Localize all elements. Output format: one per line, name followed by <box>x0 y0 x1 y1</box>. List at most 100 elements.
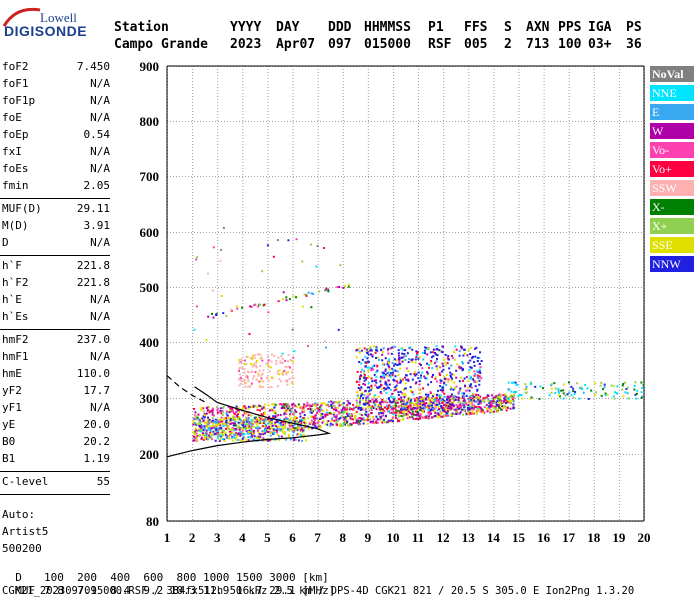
grid-dot <box>267 447 269 448</box>
grid-dot <box>493 81 495 82</box>
grid-dot <box>593 456 595 457</box>
grid-dot <box>367 345 369 346</box>
grid-dot <box>443 306 445 307</box>
grid-dot <box>392 378 394 379</box>
grid-dot <box>593 270 595 271</box>
grid-dot <box>618 213 620 214</box>
grid-dot <box>493 102 495 103</box>
grid-dot <box>493 501 495 502</box>
grid-dot <box>581 454 582 455</box>
grid-dot <box>593 369 595 370</box>
grid-dot <box>317 183 319 184</box>
grid-dot <box>267 198 269 199</box>
grid-dot <box>192 282 194 283</box>
grid-dot <box>287 232 288 233</box>
grid-dot <box>217 519 219 520</box>
grid-dot <box>374 398 375 399</box>
grid-dot <box>443 396 445 397</box>
grid-dot <box>389 454 390 455</box>
grid-dot <box>179 454 180 455</box>
grid-dot <box>443 447 445 448</box>
grid-dot <box>308 176 309 177</box>
grid-dot <box>267 402 269 403</box>
grid-dot <box>267 273 269 274</box>
grid-dot <box>292 492 294 493</box>
grid-dot <box>267 504 269 505</box>
grid-dot <box>493 114 495 115</box>
grid-dot <box>401 398 402 399</box>
grid-dot <box>418 171 420 172</box>
grid-dot <box>518 447 520 448</box>
data-point <box>269 423 272 426</box>
grid-dot <box>342 207 344 208</box>
grid-dot <box>217 123 219 124</box>
grid-dot <box>242 516 244 517</box>
grid-dot <box>367 84 369 85</box>
grid-dot <box>173 398 174 399</box>
grid-dot <box>367 435 369 436</box>
grid-dot <box>428 176 429 177</box>
grid-dot <box>292 405 294 406</box>
grid-dot <box>267 297 269 298</box>
grid-dot <box>224 176 225 177</box>
grid-dot <box>293 232 294 233</box>
grid-dot <box>506 232 507 233</box>
grid-dot <box>443 192 445 193</box>
grid-dot <box>568 351 570 352</box>
grid-dot <box>367 321 369 322</box>
grid-dot <box>446 454 447 455</box>
grid-dot <box>545 121 546 122</box>
grid-dot <box>317 138 319 139</box>
grid-dot <box>350 176 351 177</box>
grid-dot <box>584 454 585 455</box>
grid-dot <box>518 231 520 232</box>
grid-dot <box>311 176 312 177</box>
grid-dot <box>449 454 450 455</box>
grid-dot <box>341 342 342 343</box>
grid-dot <box>317 162 319 163</box>
grid-dot <box>367 219 369 220</box>
grid-dot <box>518 114 520 115</box>
grid-dot <box>418 456 420 457</box>
grid-dot <box>192 234 194 235</box>
grid-dot <box>593 240 595 241</box>
grid-dot <box>443 207 445 208</box>
grid-dot <box>416 287 417 288</box>
grid-dot <box>342 237 344 238</box>
grid-dot <box>314 454 315 455</box>
grid-dot <box>629 176 630 177</box>
grid-dot <box>217 375 219 376</box>
grid-dot <box>242 315 244 316</box>
grid-dot <box>242 90 244 91</box>
grid-dot <box>392 342 394 343</box>
grid-dot <box>267 309 269 310</box>
data-point <box>279 423 282 426</box>
grid-dot <box>443 195 445 196</box>
grid-dot <box>593 489 595 490</box>
grid-dot <box>543 414 545 415</box>
grid-dot <box>192 150 194 151</box>
grid-dot <box>267 117 269 118</box>
grid-dot <box>395 287 396 288</box>
grid-dot <box>292 315 294 316</box>
grid-dot <box>342 291 344 292</box>
grid-dot <box>197 342 198 343</box>
grid-dot <box>468 456 470 457</box>
grid-dot <box>217 195 219 196</box>
grid-dot <box>431 232 432 233</box>
grid-dot <box>518 72 520 73</box>
grid-dot <box>217 87 219 88</box>
grid-dot <box>176 121 177 122</box>
data-point <box>458 399 461 402</box>
grid-dot <box>443 258 445 259</box>
data-point <box>370 409 373 412</box>
grid-dot <box>542 454 543 455</box>
grid-dot <box>554 176 555 177</box>
grid-dot <box>217 225 219 226</box>
grid-dot <box>292 267 294 268</box>
grid-dot <box>493 132 495 133</box>
grid-dot <box>618 384 620 385</box>
grid-dot <box>292 324 294 325</box>
grid-dot <box>543 279 545 280</box>
grid-dot <box>395 232 396 233</box>
